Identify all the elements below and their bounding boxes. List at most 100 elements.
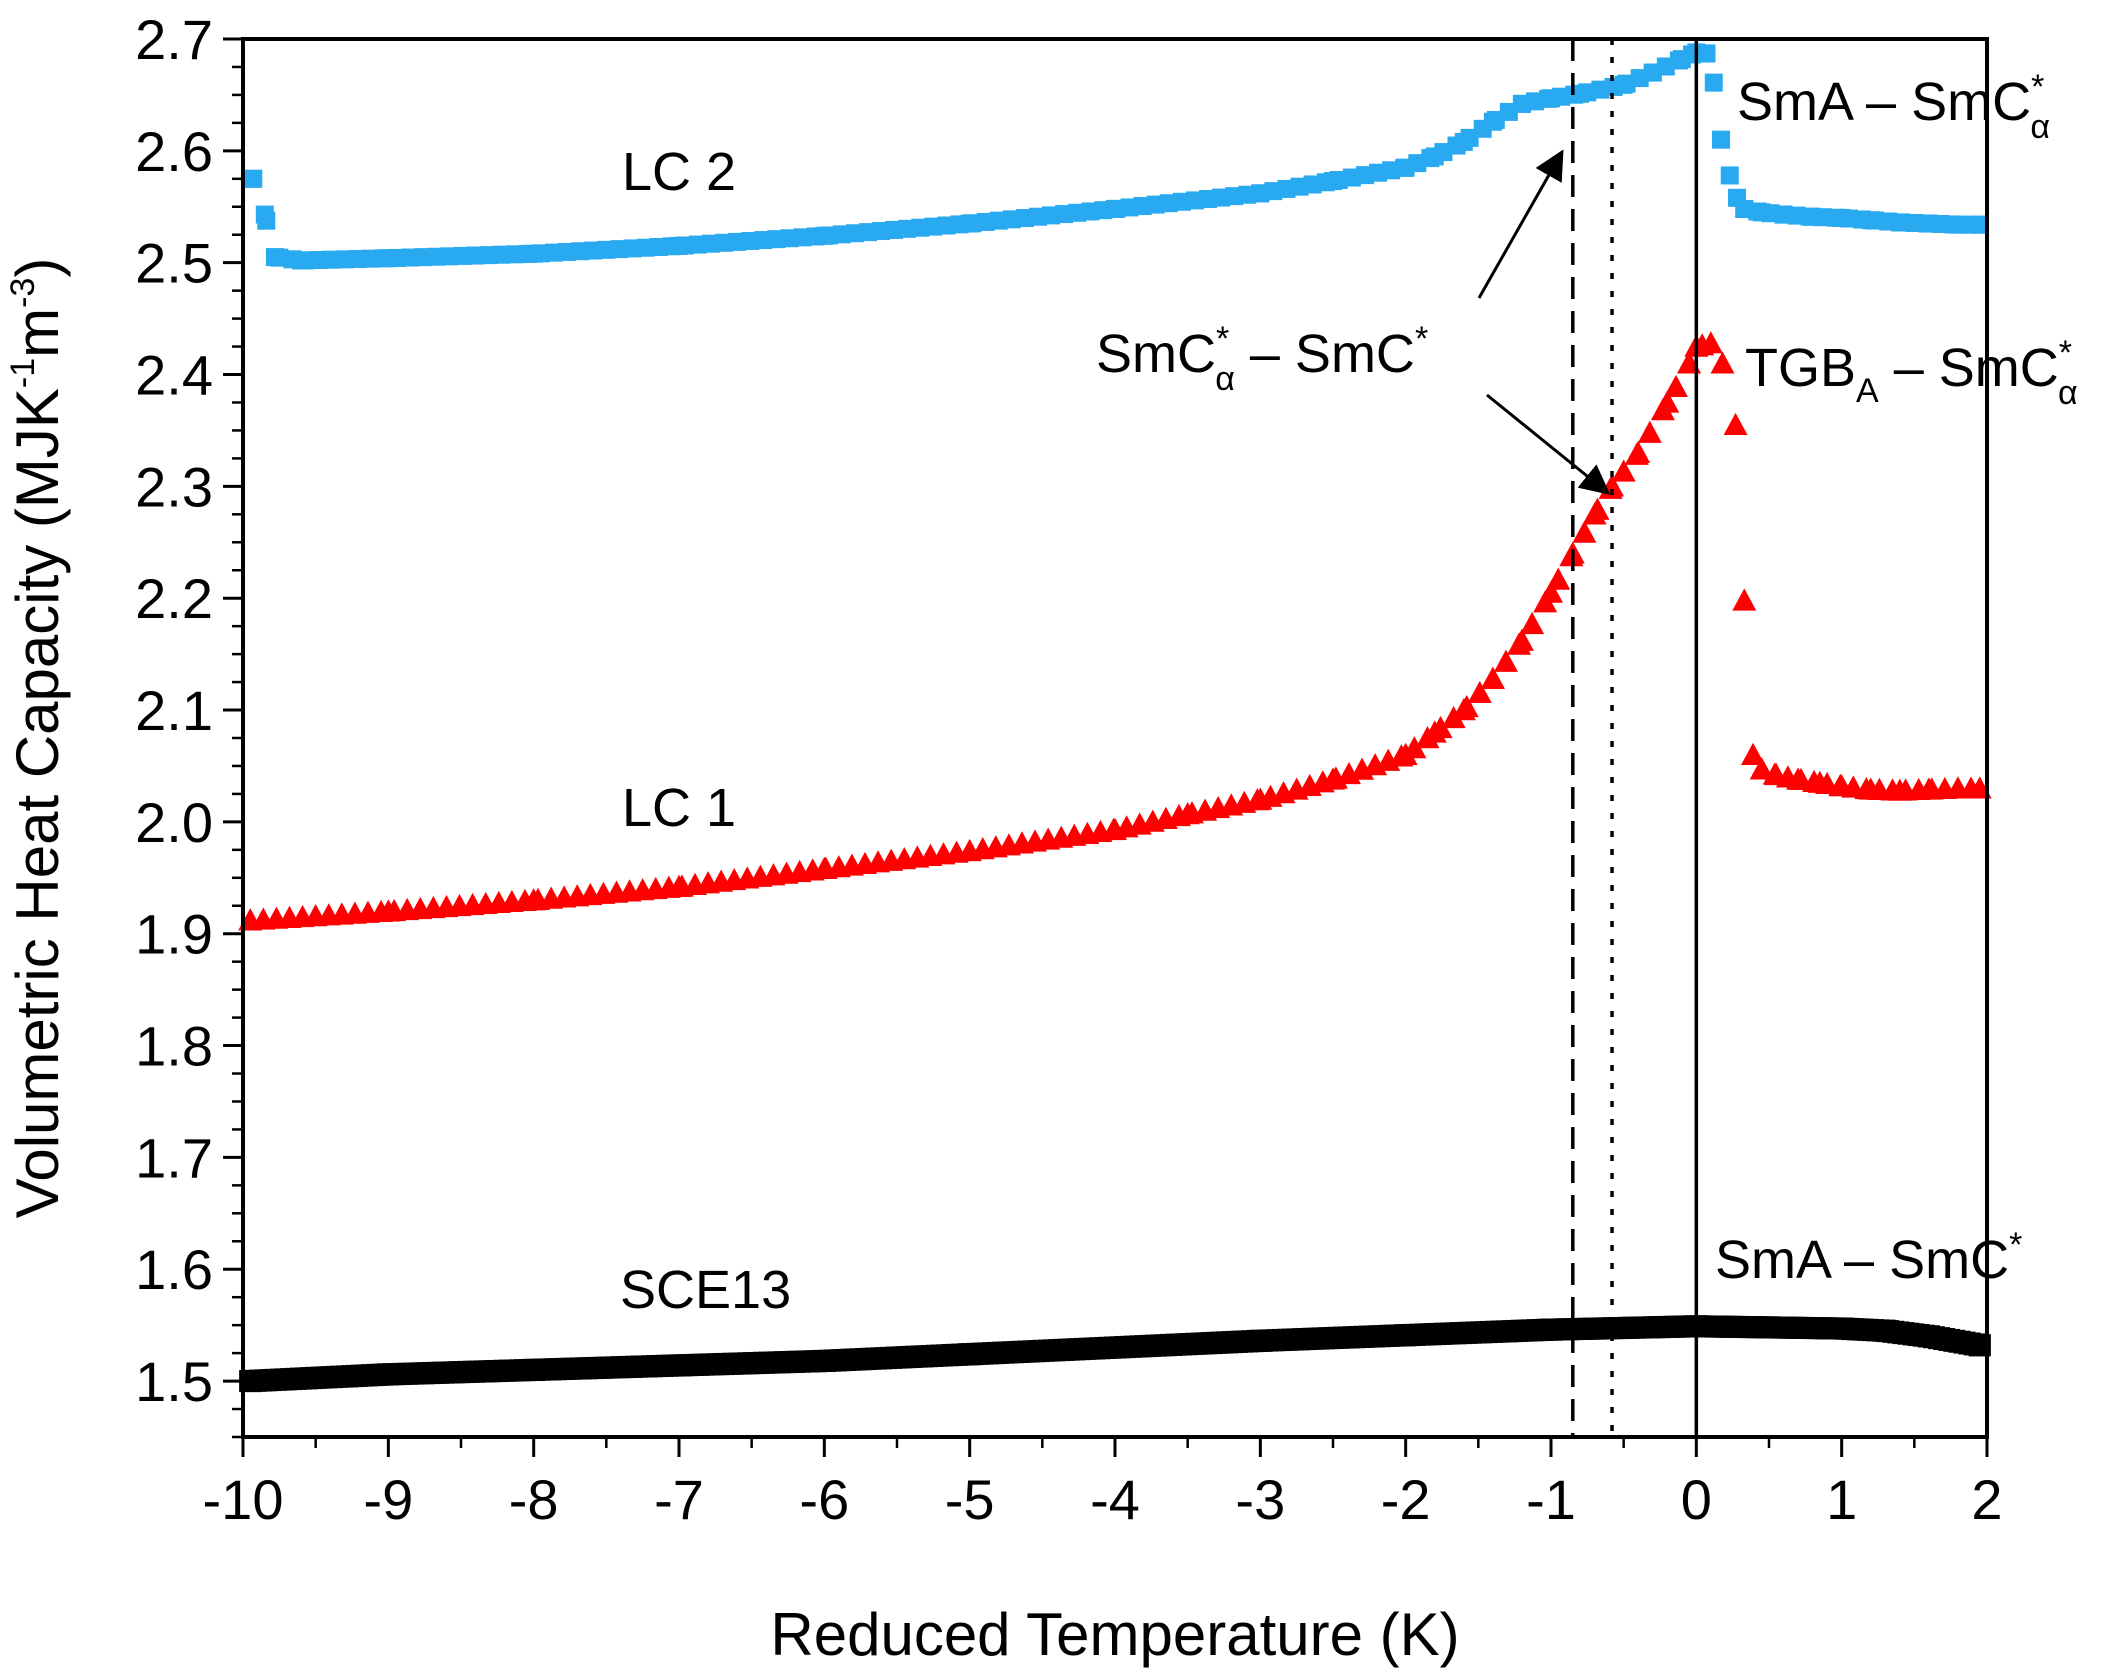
label-smca-smc-main2: – SmC: [1235, 324, 1415, 384]
data-point: [1324, 172, 1342, 191]
data-point: [524, 244, 543, 263]
data-point: [1248, 787, 1273, 810]
data-point: [1175, 802, 1200, 825]
data-point: [244, 169, 263, 188]
label-tgba-smca-sup: *: [2059, 334, 2072, 372]
data-point: [1321, 767, 1345, 790]
y-tick-label: 2.3: [135, 455, 213, 518]
label-sma-smca-sup: *: [2031, 68, 2044, 106]
y-axis-title-mid: m: [4, 308, 71, 358]
x-tick-label: -2: [1381, 1468, 1431, 1531]
x-tick-label: -7: [654, 1468, 704, 1531]
arrow-up-to-lc2: [1477, 149, 1564, 299]
y-tick-label: 2.4: [135, 344, 213, 407]
y-tick-label: 1.9: [135, 903, 213, 966]
data-point: [1454, 132, 1473, 151]
label-sma-smc-sup: *: [2009, 1226, 2022, 1264]
data-point: [1393, 742, 1418, 765]
data-point: [1611, 459, 1636, 482]
y-axis-title-exp2: -3: [4, 278, 42, 308]
data-point: [377, 1363, 400, 1386]
label-sma-smc-main: SmA – SmC: [1715, 1230, 2009, 1290]
x-tick-label: -1: [1526, 1468, 1576, 1531]
label-lc2: LC 2: [622, 142, 736, 202]
y-tick-label: 2.7: [135, 8, 213, 71]
x-tick-label: 0: [1681, 1468, 1712, 1531]
data-point: [812, 856, 837, 880]
data-point: [1425, 147, 1444, 166]
y-tick-label: 1.7: [135, 1126, 213, 1189]
data-point: [1720, 166, 1739, 185]
data-point: [292, 251, 311, 270]
series-sce13: [239, 1315, 1991, 1393]
data-point: [1626, 440, 1651, 464]
series-lc1: [238, 331, 1992, 931]
series-lc2: [244, 43, 1989, 270]
data-point: [957, 838, 982, 862]
data-point: [1874, 1319, 1897, 1342]
y-tick-label: 1.6: [135, 1238, 213, 1301]
label-sce13: SCE13: [620, 1260, 791, 1320]
label-tgba-smca: TGBA – SmC* α: [1745, 334, 2078, 412]
y-tick-label: 2.2: [135, 567, 213, 630]
data-point: [1106, 199, 1124, 218]
label-sma-smc: SmA – SmC*: [1715, 1226, 2022, 1290]
data-point: [1655, 390, 1680, 413]
data-point: [1396, 158, 1415, 177]
data-point: [1480, 666, 1505, 689]
data-point: [1509, 628, 1534, 651]
data-point: [1104, 1336, 1126, 1359]
data-point: [1103, 817, 1127, 840]
data-point: [958, 1343, 981, 1366]
data-point: [815, 226, 834, 245]
y-tick-label: 1.8: [135, 1015, 213, 1078]
label-sma-smca-sub: α: [2030, 108, 2050, 146]
data-point: [1520, 611, 1545, 635]
x-tick-label: -3: [1235, 1468, 1285, 1531]
data-point: [1483, 112, 1502, 131]
data-point: [1749, 757, 1774, 780]
label-smca-smc-sub1: α: [1215, 360, 1235, 398]
data-point: [265, 248, 284, 267]
data-point: [1710, 351, 1735, 374]
data-point: [376, 899, 401, 922]
data-point: [1251, 184, 1270, 203]
data-point: [960, 214, 979, 233]
data-point: [1704, 73, 1723, 92]
label-tgba-smca-main: – SmC: [1879, 338, 2059, 398]
x-axis-title: Reduced Temperature (K): [770, 1601, 1459, 1668]
data-point: [255, 205, 274, 224]
data-point: [1572, 520, 1597, 543]
data-point: [1723, 412, 1748, 436]
y-axis-title-close: ): [4, 258, 71, 278]
y-tick-label: 1.5: [135, 1350, 213, 1413]
data-point: [1451, 698, 1476, 721]
x-tick-label: -5: [945, 1468, 995, 1531]
y-tick-label: 2.5: [135, 232, 213, 295]
data-point: [1542, 89, 1560, 108]
data-point: [667, 874, 691, 897]
data-point: [1493, 649, 1518, 672]
y-axis-title: Volumetric Heat Capacity (MJK-1m-3): [4, 258, 71, 1219]
data-point: [1663, 374, 1688, 398]
data-point: [1571, 84, 1590, 103]
data-point: [1540, 1318, 1562, 1341]
label-tgba-smca-tgb: TGB: [1745, 338, 1856, 398]
y-tick-label: 2.0: [135, 791, 213, 854]
label-tgba-smca-sub: α: [2058, 374, 2078, 412]
data-point: [1697, 44, 1716, 63]
data-point: [1672, 50, 1691, 69]
arrow-down-to-lc1: [1486, 393, 1611, 495]
y-axis-title-exp1: -1: [4, 358, 42, 388]
data-point: [1539, 580, 1563, 603]
x-tick-label: -9: [363, 1468, 413, 1531]
x-tick-label: -6: [799, 1468, 849, 1531]
label-smca-smc-main1: SmC: [1096, 324, 1216, 384]
data-point: [379, 249, 398, 268]
x-axis-ticks: -10 -9 -8 -7 -6 -5 -4 -3 -2 -1 0 1 2: [203, 1437, 2003, 1531]
data-point: [1582, 502, 1607, 525]
label-lc1: LC 1: [622, 778, 736, 838]
x-tick-label: -10: [203, 1468, 284, 1531]
label-sma-smca: SmA – SmC* α: [1737, 68, 2050, 146]
x-tick-label: -8: [509, 1468, 559, 1531]
